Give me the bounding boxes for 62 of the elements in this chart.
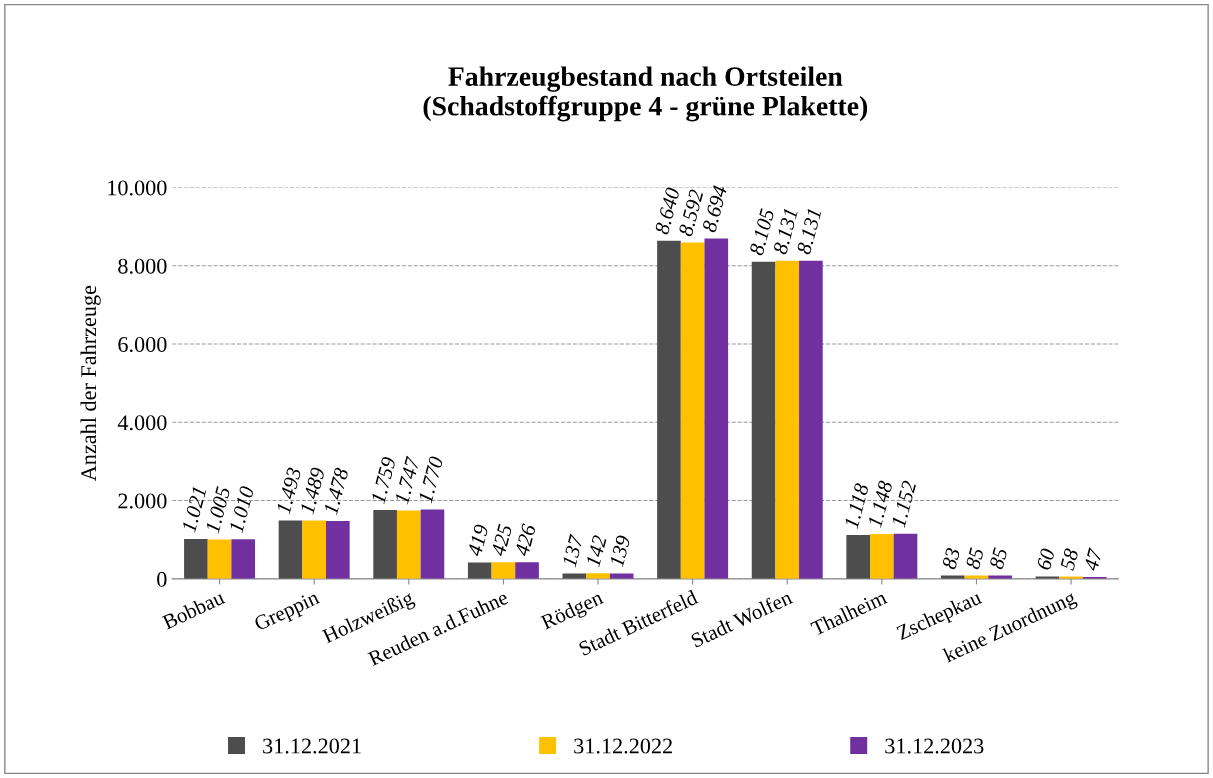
data-label: 1.010 [228,485,255,534]
data-label: 1.770 [418,455,444,504]
bar [396,510,421,579]
data-label: 1.478 [323,467,349,516]
y-tick-label: 10.000 [108,180,167,196]
bar [420,509,445,579]
bar [870,533,894,579]
bar [751,261,776,579]
bar [515,562,539,579]
bar [799,260,823,579]
data-label: 426 [514,523,537,557]
data-label: 1.759 [370,456,397,505]
y-tick-label: 2.000 [118,493,167,509]
bar [704,238,729,579]
legend-label: 31.12.2022 [574,738,672,754]
bar [586,573,610,579]
legend-label: 31.12.2021 [263,738,361,754]
x-tick-label: Greppin [253,589,322,635]
bar [207,539,232,579]
y-axis-title: Anzahl der Fahrzeuge [80,285,101,482]
data-label: 83 [941,547,961,570]
data-label: 1.489 [299,466,326,515]
data-label: 1.005 [205,485,231,534]
data-label: 1.118 [843,482,870,530]
data-label: 8.592 [678,188,704,237]
data-label: 1.148 [867,479,893,528]
data-label: 419 [467,523,489,558]
y-tick-label: 4.000 [117,415,167,431]
data-label: 8.131 [796,208,822,255]
data-label: 58 [1059,547,1079,571]
data-label: 139 [609,534,631,568]
bar [491,562,516,579]
y-tick-label: 6.000 [118,336,167,353]
data-label: 1.152 [891,480,917,528]
y-tick-label: 8.000 [118,258,167,274]
data-label: 137 [562,533,584,568]
legend-label: 31.12.2023 [885,738,984,754]
bar [278,520,303,579]
bar [325,520,350,579]
data-label: 1.493 [276,466,302,515]
bar [184,538,208,579]
bar [775,260,800,579]
data-label: 47 [1083,547,1103,572]
bar [467,562,492,579]
data-label: 1.021 [181,486,207,533]
bar [373,510,397,579]
data-label: 60 [1036,547,1056,571]
data-label: 142 [585,534,607,568]
bar [893,533,918,579]
data-label: 425 [490,523,513,557]
bar [562,573,587,579]
data-label: 8.105 [749,208,775,256]
data-label: 1.747 [394,455,421,505]
bar [657,240,681,579]
bar [680,242,705,579]
data-label: 85 [965,547,985,570]
chart-title: Fahrzeugbestand nach Ortsteilen (Schadstoffgruppe 4 - grüne Plakette) [423,66,868,122]
y-tick-label: 0 [157,571,167,587]
bar [302,520,326,579]
bar [846,535,871,579]
bar [231,539,256,579]
data-label: 85 [988,547,1008,570]
